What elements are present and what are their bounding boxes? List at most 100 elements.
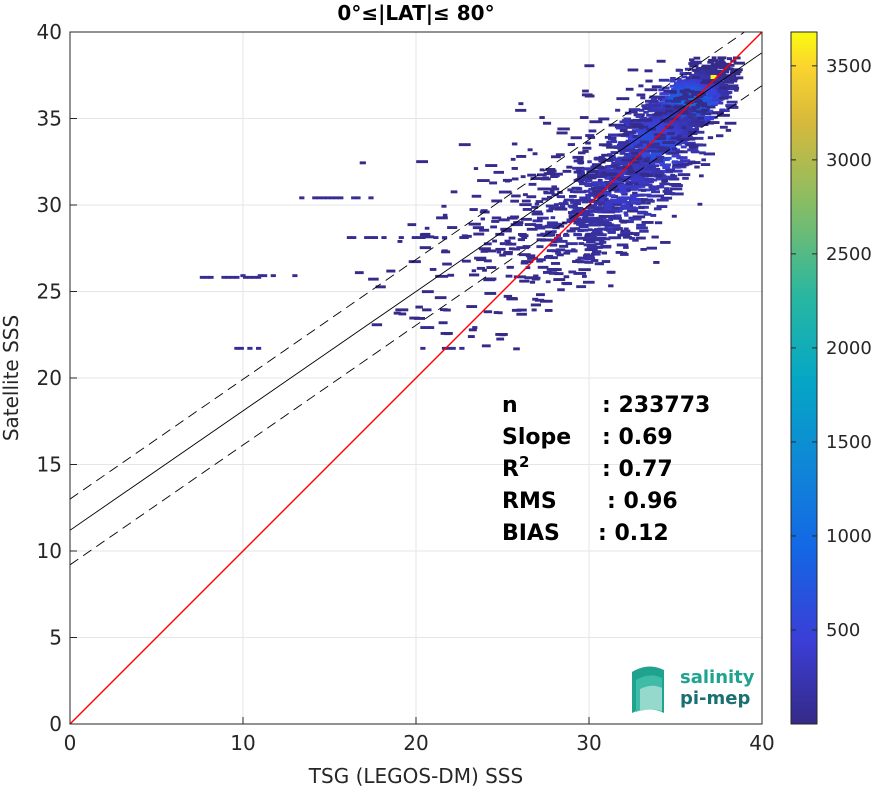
density-cell [554, 207, 568, 211]
density-cell [592, 170, 603, 173]
density-cell [511, 308, 522, 312]
density-cell [659, 92, 670, 96]
density-cell [526, 195, 537, 199]
density-cell [686, 85, 692, 89]
density-cell [536, 293, 545, 297]
density-cell [576, 236, 588, 240]
density-cell [421, 290, 434, 294]
density-cell [586, 196, 591, 200]
density-cell [640, 96, 646, 100]
density-cell [701, 158, 706, 162]
density-cell [549, 169, 557, 173]
density-cell [606, 270, 616, 274]
density-cell [582, 215, 589, 219]
density-cell [717, 72, 726, 76]
density-cell [693, 90, 704, 94]
density-cell [646, 162, 656, 166]
density-cell [551, 271, 557, 275]
density-cell [476, 266, 486, 270]
density-cell [566, 218, 579, 222]
density-cell [562, 282, 571, 286]
density-cell [636, 181, 648, 185]
density-cell [608, 284, 614, 288]
density-cell [631, 180, 642, 184]
density-cell [718, 93, 729, 97]
density-cell [468, 222, 481, 226]
density-cell [482, 268, 487, 272]
density-cell [717, 101, 724, 105]
density-cell [679, 72, 688, 75]
colorbar-gradient [791, 32, 817, 724]
density-cell [542, 225, 554, 229]
density-cell [662, 141, 676, 144]
density-cell [676, 77, 682, 81]
density-cell [491, 199, 503, 203]
density-cell [640, 193, 652, 197]
density-cell [596, 233, 607, 237]
density-cell [643, 212, 652, 216]
density-cell [420, 326, 426, 329]
density-cell [656, 205, 668, 208]
density-cell [660, 196, 673, 200]
density-cell [474, 256, 487, 260]
density-cell [572, 249, 577, 253]
density-cell [625, 182, 634, 186]
density-cell [626, 155, 633, 159]
density-cell [527, 173, 536, 177]
density-cell [551, 193, 559, 197]
density-cell [498, 218, 510, 222]
density-cell [645, 99, 658, 103]
density-cell [436, 216, 448, 220]
density-cell [670, 128, 675, 132]
density-cell [625, 87, 634, 91]
density-cell [567, 143, 575, 146]
density-cell [578, 224, 584, 228]
density-cell [247, 346, 253, 350]
density-cell [620, 199, 628, 203]
stat-label: n [502, 393, 518, 418]
density-cell [442, 262, 452, 266]
density-cell [589, 204, 595, 208]
x-tick-label: 30 [576, 731, 601, 755]
density-cell [719, 86, 727, 90]
density-cell [621, 158, 632, 162]
density-cell [491, 216, 502, 220]
density-cell [607, 153, 613, 157]
density-cell [600, 171, 606, 175]
density-cell [646, 149, 659, 153]
density-cell [632, 136, 642, 140]
density-cell [530, 177, 544, 180]
y-axis-label: Satellite SSS [0, 315, 23, 441]
density-cell [623, 153, 630, 156]
density-cell [711, 56, 717, 60]
density-cell [637, 210, 647, 214]
density-cell [590, 187, 598, 190]
density-cell [584, 248, 597, 252]
density-cell [545, 168, 556, 171]
density-cell [635, 115, 642, 118]
density-cell [557, 288, 565, 292]
y-tick-label: 15 [37, 453, 62, 477]
density-cell [578, 268, 591, 272]
density-cell [422, 235, 435, 239]
density-cell [652, 171, 664, 174]
density-cell [565, 249, 578, 253]
density-cell [520, 261, 529, 265]
density-cell [650, 137, 656, 141]
density-cell [583, 243, 596, 247]
density-cell [483, 242, 492, 246]
density-cell [546, 209, 553, 213]
density-cell [552, 226, 560, 230]
density-cell [593, 184, 604, 188]
density-cell [677, 156, 688, 160]
density-cell [639, 140, 650, 144]
density-cell [638, 118, 648, 122]
density-cell [671, 99, 681, 103]
density-cell [578, 161, 584, 165]
density-cell [447, 273, 455, 277]
density-cell [606, 170, 616, 174]
density-cell [647, 170, 654, 174]
density-cell [582, 275, 587, 278]
density-cell [691, 76, 700, 79]
density-cell [395, 308, 409, 312]
